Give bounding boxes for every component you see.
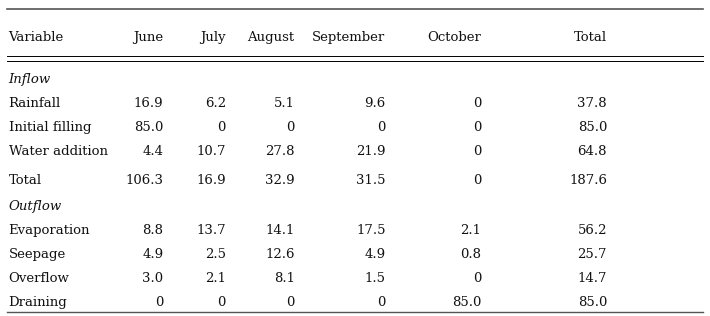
- Text: 64.8: 64.8: [577, 145, 607, 158]
- Text: 85.0: 85.0: [452, 295, 481, 309]
- Text: 187.6: 187.6: [569, 173, 607, 187]
- Text: Overflow: Overflow: [9, 271, 70, 285]
- Text: 0: 0: [286, 121, 295, 134]
- Text: Variable: Variable: [9, 31, 64, 45]
- Text: October: October: [427, 31, 481, 45]
- Text: 9.6: 9.6: [364, 97, 386, 110]
- Text: Total: Total: [9, 173, 42, 187]
- Text: 0: 0: [377, 295, 386, 309]
- Text: July: July: [200, 31, 226, 45]
- Text: 16.9: 16.9: [133, 97, 163, 110]
- Text: Total: Total: [574, 31, 607, 45]
- Text: 27.8: 27.8: [265, 145, 295, 158]
- Text: 14.1: 14.1: [266, 223, 295, 237]
- Text: 25.7: 25.7: [577, 247, 607, 261]
- Text: 8.1: 8.1: [273, 271, 295, 285]
- Text: Draining: Draining: [9, 295, 67, 309]
- Text: 4.9: 4.9: [364, 247, 386, 261]
- Text: 3.0: 3.0: [142, 271, 163, 285]
- Text: 0: 0: [217, 121, 226, 134]
- Text: 0: 0: [155, 295, 163, 309]
- Text: 85.0: 85.0: [578, 295, 607, 309]
- Text: 0: 0: [473, 97, 481, 110]
- Text: 0: 0: [473, 271, 481, 285]
- Text: June: June: [133, 31, 163, 45]
- Text: 16.9: 16.9: [196, 173, 226, 187]
- Text: Inflow: Inflow: [9, 73, 51, 86]
- Text: Evaporation: Evaporation: [9, 223, 90, 237]
- Text: 6.2: 6.2: [204, 97, 226, 110]
- Text: 106.3: 106.3: [125, 173, 163, 187]
- Text: 8.8: 8.8: [142, 223, 163, 237]
- Text: 14.7: 14.7: [577, 271, 607, 285]
- Text: 17.5: 17.5: [356, 223, 386, 237]
- Text: 37.8: 37.8: [577, 97, 607, 110]
- Text: 1.5: 1.5: [364, 271, 386, 285]
- Text: 85.0: 85.0: [134, 121, 163, 134]
- Text: 4.9: 4.9: [142, 247, 163, 261]
- Text: 12.6: 12.6: [265, 247, 295, 261]
- Text: 0: 0: [377, 121, 386, 134]
- Text: 13.7: 13.7: [196, 223, 226, 237]
- Text: 0: 0: [473, 145, 481, 158]
- Text: Seepage: Seepage: [9, 247, 66, 261]
- Text: 0.8: 0.8: [460, 247, 481, 261]
- Text: September: September: [312, 31, 386, 45]
- Text: 5.1: 5.1: [273, 97, 295, 110]
- Text: 2.1: 2.1: [460, 223, 481, 237]
- Text: 56.2: 56.2: [577, 223, 607, 237]
- Text: 0: 0: [473, 121, 481, 134]
- Text: 2.5: 2.5: [204, 247, 226, 261]
- Text: 4.4: 4.4: [142, 145, 163, 158]
- Text: Initial filling: Initial filling: [9, 121, 91, 134]
- Text: 0: 0: [286, 295, 295, 309]
- Text: 31.5: 31.5: [356, 173, 386, 187]
- Text: 85.0: 85.0: [578, 121, 607, 134]
- Text: 0: 0: [473, 173, 481, 187]
- Text: 21.9: 21.9: [356, 145, 386, 158]
- Text: August: August: [248, 31, 295, 45]
- Text: 32.9: 32.9: [265, 173, 295, 187]
- Text: Outflow: Outflow: [9, 199, 62, 213]
- Text: 10.7: 10.7: [196, 145, 226, 158]
- Text: 0: 0: [217, 295, 226, 309]
- Text: 2.1: 2.1: [204, 271, 226, 285]
- Text: Water addition: Water addition: [9, 145, 107, 158]
- Text: Rainfall: Rainfall: [9, 97, 61, 110]
